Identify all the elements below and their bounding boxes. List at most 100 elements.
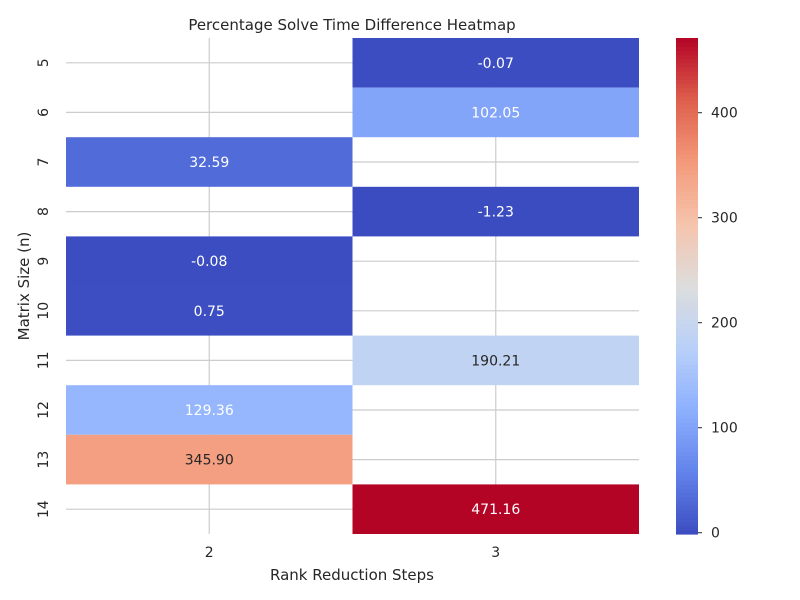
colorbar-tick-label: 0 [711, 526, 720, 542]
colorbar-segment [676, 401, 698, 407]
colorbar-segment [676, 133, 698, 138]
colorbar-segment [676, 190, 698, 196]
colorbar-segment [676, 414, 698, 419]
colorbar-segment [676, 174, 698, 180]
colorbar-segment [676, 277, 698, 283]
colorbar-segment [676, 451, 698, 457]
y-tick-label: 5 [36, 58, 52, 67]
colorbar-segment [676, 215, 698, 221]
colorbar-segment [676, 128, 698, 134]
colorbar-segment [676, 75, 698, 80]
colorbar-segment [676, 162, 698, 167]
y-tick-label: 13 [36, 451, 52, 469]
colorbar-segment [676, 488, 698, 494]
colorbar-segment [676, 447, 698, 452]
y-tick-label: 7 [36, 158, 52, 167]
colorbar-segment [676, 149, 698, 155]
colorbar-segment [676, 211, 698, 217]
cell-value-label: -0.07 [478, 56, 514, 72]
colorbar-segment [676, 389, 698, 395]
colorbar-segment [676, 463, 698, 469]
colorbar-segment [676, 71, 698, 76]
colorbar-segment [676, 182, 698, 188]
colorbar-segment [676, 95, 698, 101]
colorbar-segment [676, 83, 698, 89]
colorbar-segment [676, 240, 698, 246]
colorbar-segment [676, 430, 698, 436]
colorbar-segment [676, 244, 698, 250]
x-axis-label: Rank Reduction Steps [270, 566, 434, 584]
colorbar-segment [676, 356, 698, 361]
colorbar-segment [676, 434, 698, 440]
cell-value-label: 0.75 [194, 304, 225, 320]
colorbar-segment [676, 269, 698, 275]
colorbar-segment [676, 286, 698, 291]
heatmap-cell [352, 186, 639, 237]
colorbar-segment [676, 116, 698, 122]
heatmap-cell [66, 236, 353, 286]
colorbar-segment [676, 405, 698, 411]
colorbar-segment [676, 525, 698, 531]
colorbar-segment [676, 38, 698, 43]
heatmap-cell [352, 38, 639, 88]
colorbar-segment [676, 422, 698, 428]
chart-title: Percentage Solve Time Difference Heatmap [188, 16, 515, 34]
colorbar-segment [676, 124, 698, 130]
colorbar-segment [676, 153, 698, 159]
colorbar-segment [676, 294, 698, 299]
cell-value-label: 471.16 [471, 502, 520, 518]
colorbar-segment [676, 472, 698, 477]
colorbar-segment [676, 443, 698, 448]
colorbar-segment [676, 62, 698, 68]
colorbar-segment [676, 257, 698, 262]
colorbar-segment [676, 331, 698, 337]
colorbar-segment [676, 352, 698, 357]
heatmap-cell [352, 484, 639, 534]
colorbar-segment [676, 46, 698, 51]
heatmap-cell [66, 434, 353, 485]
cell-value-label: -0.08 [191, 254, 227, 270]
colorbar-segment [676, 426, 698, 432]
colorbar-segment [676, 145, 698, 151]
cell-value-label: 102.05 [471, 105, 520, 121]
colorbar-segment [676, 376, 698, 382]
colorbar-segment [676, 323, 698, 328]
colorbar-segment [676, 248, 698, 254]
colorbar-segment [676, 54, 698, 60]
heatmap-cell [66, 137, 353, 187]
colorbar-segment [676, 438, 698, 444]
colorbar-segment [676, 310, 698, 316]
cell-value-label: 345.90 [185, 453, 234, 469]
colorbar-segment [676, 79, 698, 85]
colorbar-segment [676, 66, 698, 72]
heatmap-cell [66, 286, 353, 336]
colorbar-segment [676, 273, 698, 279]
colorbar-segment [676, 141, 698, 147]
colorbar-segment [676, 372, 698, 378]
colorbar-segment [676, 343, 698, 349]
colorbar-tick-label: 100 [711, 421, 738, 437]
colorbar-segment [676, 335, 698, 341]
colorbar-segment [676, 496, 698, 502]
colorbar-segment [676, 339, 698, 345]
colorbar-segment [676, 100, 698, 105]
colorbar-segment [676, 170, 698, 175]
plot-area: -0.07 102.05 32.59 -1.23 -0.08 0.75 190.21 129.… [36, 38, 639, 561]
colorbar-segment [676, 302, 698, 308]
heatmap-cell [66, 385, 353, 435]
x-tick-label: 3 [491, 545, 500, 561]
colorbar-segment [676, 517, 698, 523]
colorbar-segment [676, 108, 698, 113]
colorbar-segment [676, 236, 698, 242]
colorbar-segment [676, 484, 698, 490]
colorbar-segment [676, 42, 698, 47]
colorbar-segment [676, 252, 698, 258]
colorbar-segment [676, 306, 698, 312]
colorbar-tick-label: 400 [711, 106, 738, 122]
x-tick-label: 2 [205, 545, 214, 561]
colorbar-segment [676, 232, 698, 237]
colorbar-segment [676, 397, 698, 403]
colorbar-segment [676, 319, 698, 324]
colorbar-tick-label: 300 [711, 211, 738, 227]
colorbar-tick-label: 200 [711, 316, 738, 332]
